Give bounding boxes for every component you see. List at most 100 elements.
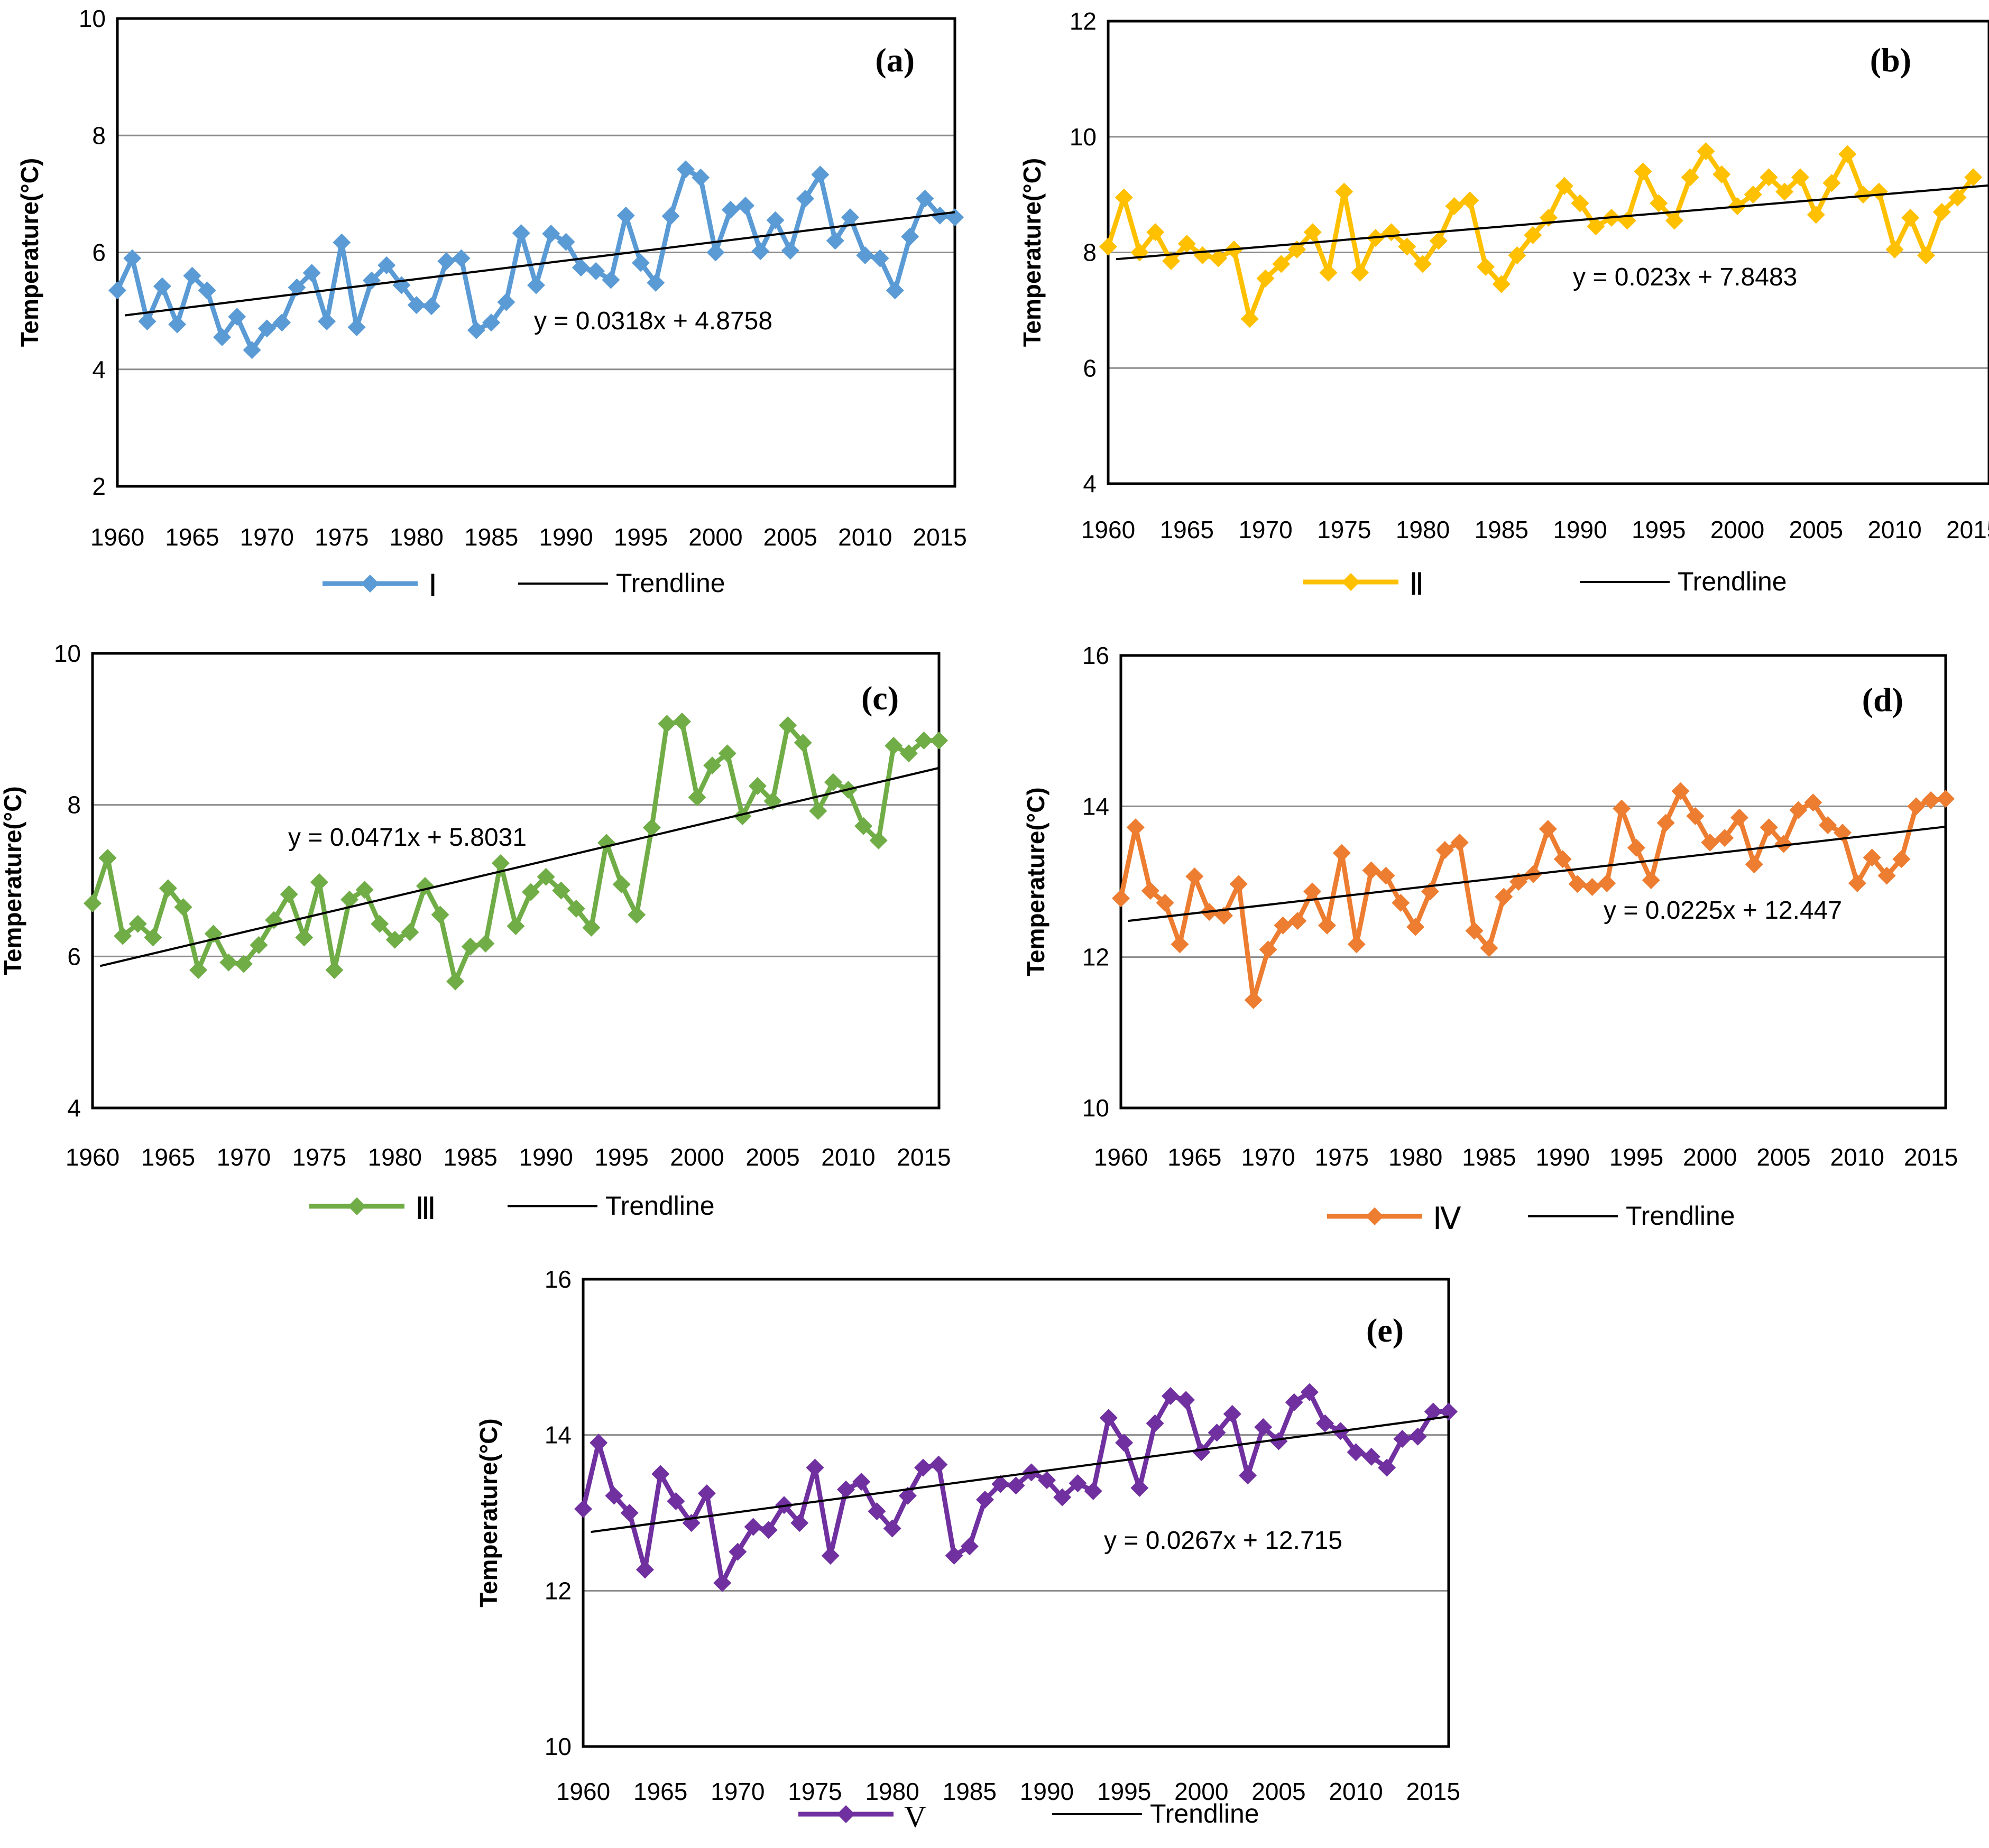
y-tick-label: 4 [67, 1094, 81, 1122]
y-tick-label: 10 [54, 640, 81, 667]
data-point-2007 [794, 734, 812, 752]
data-point-1998 [1671, 782, 1690, 800]
data-point-2005 [1774, 835, 1793, 853]
data-point-1984 [1465, 921, 1484, 940]
data-point-1983 [1461, 191, 1479, 210]
data-point-1980 [883, 1519, 901, 1538]
data-point-1968 [228, 308, 246, 326]
x-tick-label: 1980 [390, 523, 444, 551]
data-point-1986 [476, 934, 495, 953]
panel-label: (b) [1870, 41, 1911, 79]
trendline [591, 1415, 1449, 1533]
data-point-1971 [1274, 916, 1292, 935]
data-point-2012 [1917, 246, 1935, 264]
chart-panel-b: 4 6 8 10 12 1960 1965 1970 1975 1980 1985 1990 1995 2… [1018, 7, 1989, 602]
y-tick-label: 6 [1083, 354, 1097, 382]
x-tick-label: 1990 [1553, 516, 1607, 543]
panel-label: (a) [875, 41, 915, 79]
data-point-1966 [174, 898, 192, 917]
data-point-1964 [168, 315, 187, 334]
x-tick-label: 1960 [66, 1143, 119, 1171]
x-tick-label: 1975 [788, 1778, 842, 1805]
data-point-1960 [108, 281, 126, 300]
data-point-1978 [377, 256, 396, 274]
x-tick-label: 2015 [913, 523, 967, 551]
data-point-2011 [1362, 1447, 1380, 1466]
data-point-2002 [718, 744, 736, 763]
data-point-1989 [1555, 177, 1573, 195]
data-point-2012 [869, 831, 888, 850]
data-point-1964 [636, 1560, 654, 1579]
y-tick-label: 8 [1083, 239, 1097, 266]
data-point-2014 [899, 744, 918, 763]
data-point-2009 [824, 773, 842, 791]
y-tick-label: 14 [545, 1421, 572, 1449]
data-point-1979 [371, 914, 389, 933]
legend-series-marker [361, 575, 379, 593]
data-point-2003 [1745, 855, 1763, 874]
data-point-1979 [1392, 893, 1410, 912]
x-tick-label: 1985 [943, 1778, 997, 1805]
y-axis-label: Temperature(°C) [16, 158, 43, 347]
x-tick-label: 1980 [1396, 516, 1450, 543]
data-point-1988 [1007, 1476, 1025, 1495]
data-point-1985 [960, 1537, 979, 1556]
data-point-2015 [1922, 791, 1940, 809]
data-point-1989 [522, 883, 540, 901]
data-point-1998 [1697, 142, 1715, 161]
data-point-1963 [620, 1504, 639, 1522]
panel-label: (d) [1862, 681, 1903, 718]
data-point-2011 [1901, 208, 1920, 227]
data-point-2010 [856, 246, 874, 265]
data-point-2006 [1822, 174, 1841, 192]
y-tick-label: 16 [545, 1265, 572, 1293]
data-point-1970 [729, 1542, 747, 1561]
data-point-1983 [452, 249, 471, 267]
chart-panel-a: 2 4 6 8 10 1960 1965 1970 1975 1980 1985 1990 1995 20… [16, 5, 967, 603]
trendline [99, 766, 940, 967]
x-tick-label: 1965 [165, 523, 219, 551]
x-tick-label: 1970 [711, 1778, 765, 1805]
data-point-1969 [1244, 991, 1263, 1009]
data-point-1999 [692, 168, 710, 187]
data-point-1981 [422, 297, 440, 316]
data-point-1982 [1435, 841, 1454, 860]
data-point-1963 [153, 277, 171, 295]
x-tick-label: 1960 [90, 523, 144, 551]
data-point-1996 [628, 905, 646, 924]
data-point-1989 [542, 225, 560, 243]
x-tick-label: 2005 [1251, 1778, 1305, 1805]
data-point-1975 [1335, 182, 1353, 201]
data-point-2008 [826, 232, 844, 250]
data-point-1994 [1634, 162, 1652, 181]
data-point-2007 [811, 165, 830, 184]
data-point-1966 [667, 1492, 685, 1510]
data-point-1998 [1161, 1387, 1180, 1405]
x-tick-label: 2010 [1867, 516, 1921, 543]
data-point-2000 [1701, 833, 1719, 852]
legend-series-marker [1342, 573, 1360, 591]
data-point-2014 [916, 189, 934, 208]
plot-area-frame [91, 652, 941, 1110]
data-point-1980 [1414, 255, 1432, 273]
data-point-1975 [333, 233, 351, 252]
data-point-1990 [1553, 850, 1572, 868]
x-tick-label: 2010 [1329, 1778, 1383, 1805]
data-point-2015 [1964, 168, 1983, 187]
x-tick-label: 1985 [1462, 1143, 1516, 1171]
data-point-1991 [572, 258, 590, 277]
data-point-1966 [198, 281, 216, 300]
data-point-1997 [642, 818, 661, 837]
x-tick-label: 1995 [594, 1143, 648, 1171]
y-tick-label: 12 [1082, 944, 1109, 971]
data-point-2013 [885, 736, 903, 755]
data-point-1962 [114, 927, 132, 945]
y-tick-label: 12 [545, 1577, 572, 1604]
data-point-2008 [1819, 816, 1837, 834]
data-point-1991 [1587, 217, 1605, 236]
x-tick-label: 2015 [1904, 1143, 1958, 1171]
data-point-1964 [144, 928, 162, 947]
data-point-1969 [713, 1574, 732, 1592]
x-tick-label: 1995 [1609, 1143, 1663, 1171]
